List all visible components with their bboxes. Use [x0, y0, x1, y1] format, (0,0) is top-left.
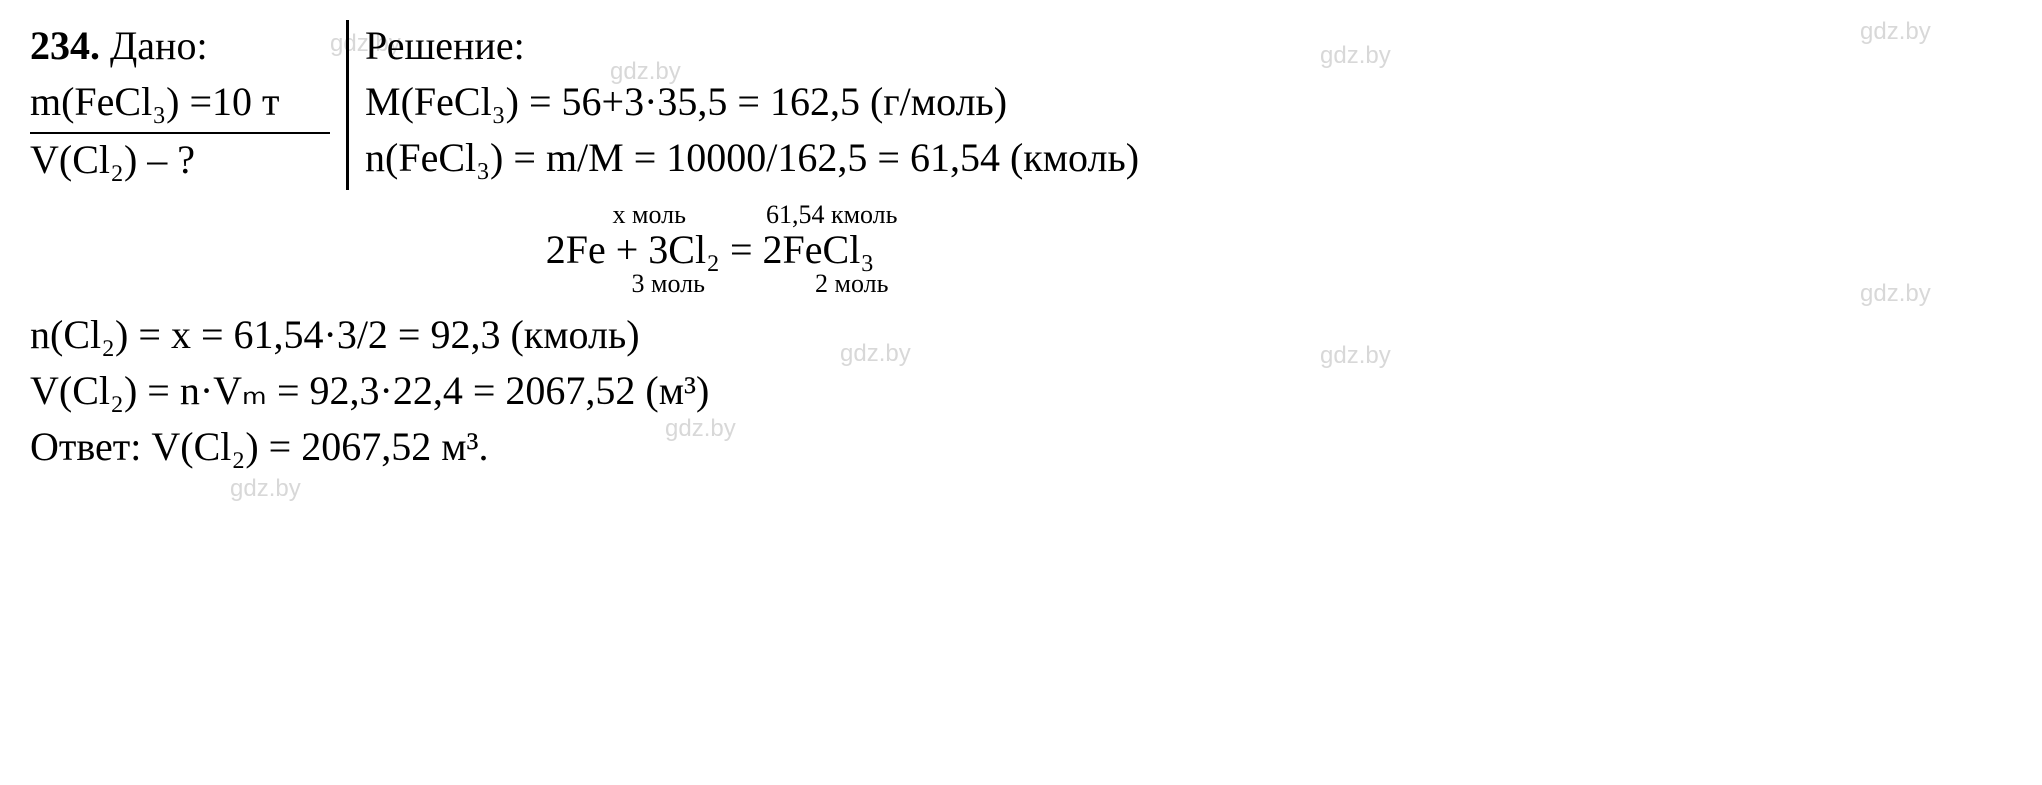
problem-number: 234.: [30, 23, 100, 68]
watermark: gdz.by: [230, 475, 301, 503]
calc-line-2: V(Cl₂) = n·Vₘ = 92,3·22,4 = 2067,52 (м³): [30, 365, 2012, 417]
find-line: V(Cl₂) – ?: [30, 134, 330, 186]
solution-label: Решение:: [365, 20, 1139, 72]
given-line-1: m(FeCl₃) =10 т: [30, 76, 330, 128]
chemical-equation: х моль 61,54 кмоль 2Fe + 3Cl₂ = 2FeCl₃ 3…: [310, 200, 1110, 299]
annotation-bottom-left: 3 моль: [632, 269, 705, 299]
annotation-bottom-right: 2 моль: [815, 269, 888, 299]
calc-line-1: n(Cl₂) = х = 61,54·3/2 = 92,3 (кмоль): [30, 309, 2012, 361]
answer-line: Ответ: V(Cl₂) = 2067,52 м³.: [30, 421, 2012, 473]
given-block: 234. Дано: m(FeCl₃) =10 т V(Cl₂) – ?: [30, 20, 349, 190]
solution-line-2: n(FeCl₃) = m/M = 10000/162,5 = 61,54 (км…: [365, 132, 1139, 184]
equation-bottom-annotations: 3 моль 2 моль: [310, 269, 1110, 299]
given-label: Дано:: [110, 23, 208, 68]
solution-line-1: M(FeCl₃) = 56+3·35,5 = 162,5 (г/моль): [365, 76, 1139, 128]
problem-number-line: 234. Дано:: [30, 20, 330, 72]
solution-block: Решение: M(FeCl₃) = 56+3·35,5 = 162,5 (г…: [349, 20, 1139, 188]
reaction-equation: 2Fe + 3Cl₂ = 2FeCl₃: [310, 226, 1110, 273]
